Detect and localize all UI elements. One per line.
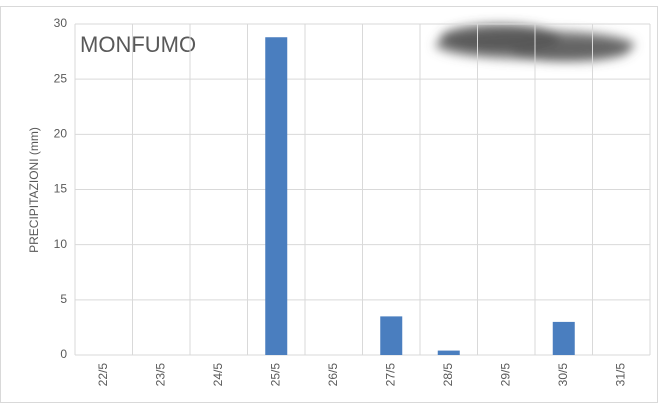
y-tick-label: 20 <box>54 127 68 141</box>
x-tick-label: 30/5 <box>556 363 570 387</box>
y-tick-label: 30 <box>54 16 68 30</box>
bar <box>552 321 575 355</box>
x-tick-label: 24/5 <box>211 363 225 387</box>
bar <box>380 316 403 355</box>
x-tick-label: 26/5 <box>326 363 340 387</box>
bar <box>437 350 460 355</box>
x-tick-label: 27/5 <box>383 363 397 387</box>
bar <box>265 37 288 356</box>
y-tick-label: 25 <box>54 71 68 85</box>
cloud-image <box>435 24 635 62</box>
chart-title: MONFUMO <box>80 32 196 57</box>
x-tick-label: 31/5 <box>613 363 627 387</box>
y-tick-label: 15 <box>54 182 68 196</box>
x-tick-label: 25/5 <box>268 363 282 387</box>
y-tick-label: 10 <box>54 237 68 251</box>
x-tick-label: 23/5 <box>153 363 167 387</box>
y-tick-label: 5 <box>60 292 67 306</box>
x-tick-label: 28/5 <box>441 363 455 387</box>
x-tick-label: 29/5 <box>498 363 512 387</box>
y-axis-label: PRECIPITAZIONI (mm) <box>27 127 41 253</box>
x-tick-label: 22/5 <box>96 363 110 387</box>
y-tick-label: 0 <box>60 347 67 361</box>
